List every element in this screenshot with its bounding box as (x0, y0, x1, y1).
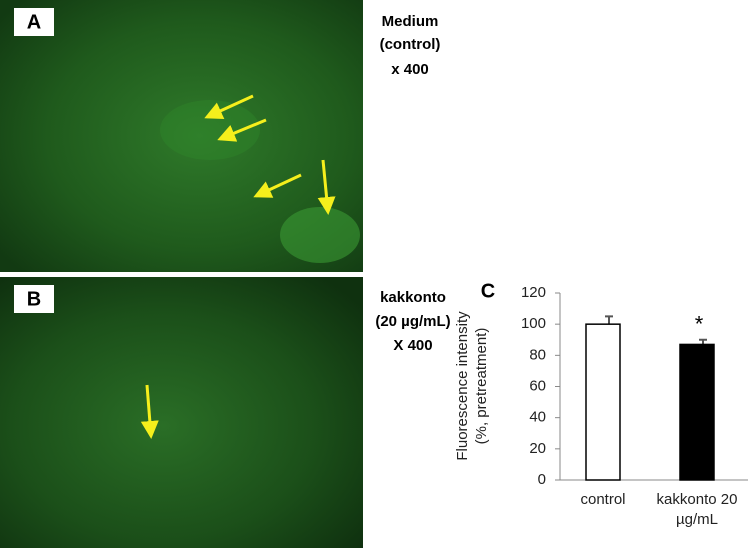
y-tick-label: 80 (529, 346, 546, 363)
caption: Medium (382, 13, 439, 30)
y-tick-label: 20 (529, 440, 546, 457)
caption: X 400 (393, 337, 432, 354)
caption: (control) (380, 36, 441, 53)
label-box (14, 285, 54, 313)
y-tick-label: 60 (529, 377, 546, 394)
panel-label: C (481, 280, 495, 302)
x-tick-label: kakkonto 20 µg/mL (656, 491, 738, 528)
y-axis-label: Fluorescence intensity (454, 311, 471, 461)
panel-label: B (27, 288, 41, 310)
arrows (140, 94, 336, 439)
y-tick-label: 0 (538, 471, 546, 488)
label-box (14, 8, 54, 36)
caption: x 400 (391, 61, 429, 78)
x-tick-label: control (580, 491, 626, 508)
cell (280, 207, 360, 263)
significance: * (695, 312, 704, 337)
y-tick-label: 40 (529, 409, 546, 426)
caption: kakkonto (380, 289, 446, 306)
caption: (20 µg/mL) (375, 313, 450, 330)
cell (160, 100, 260, 160)
micrograph-b (0, 277, 363, 548)
bar (679, 343, 715, 481)
y-tick-label: 100 (521, 315, 546, 332)
bar (585, 323, 621, 481)
y-tick-label: 120 (521, 284, 546, 301)
panel-label: A (27, 11, 41, 33)
y-axis-label: (%, pretreatment) (473, 328, 490, 445)
